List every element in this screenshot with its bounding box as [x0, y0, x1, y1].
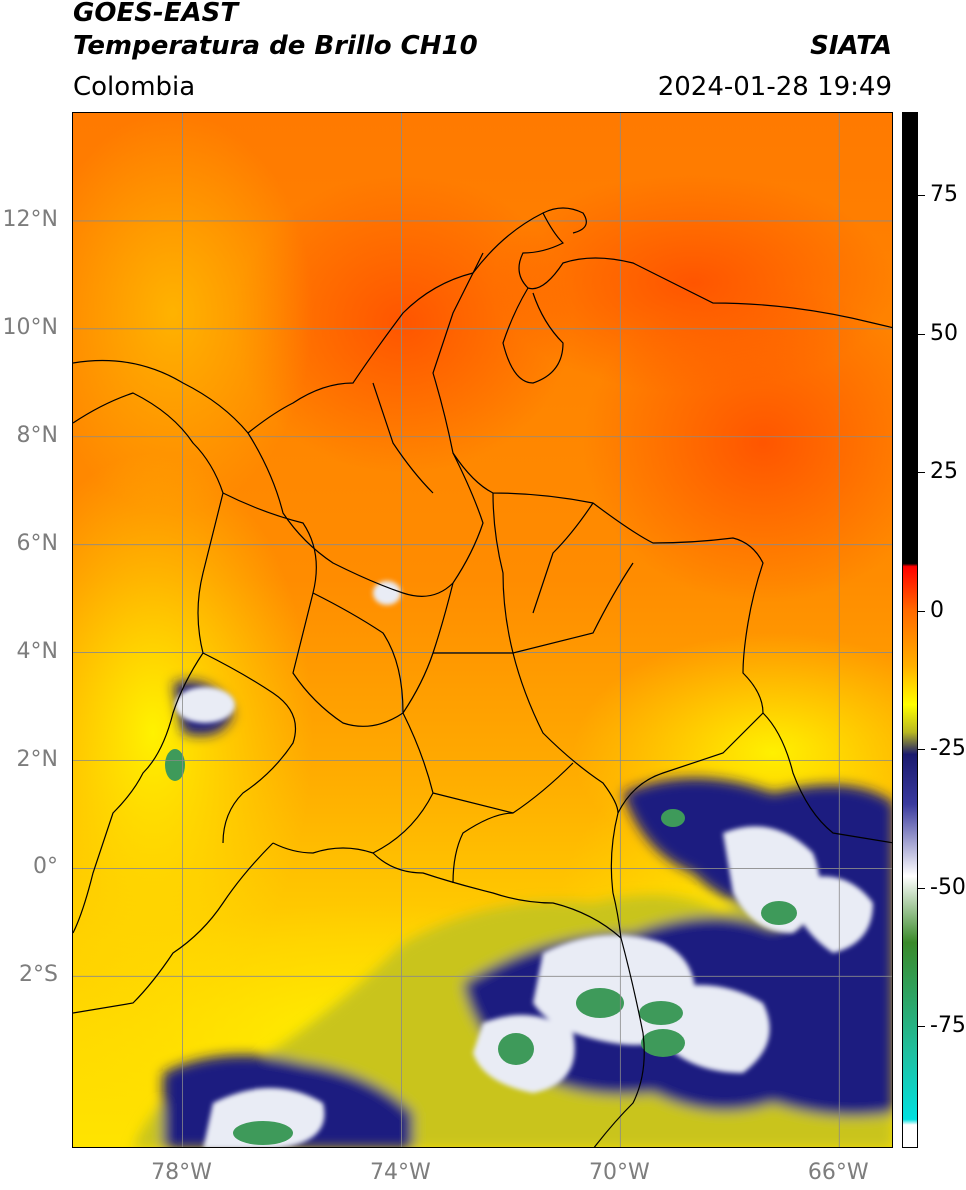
lat-label: 2°S	[19, 962, 58, 988]
guajira	[542, 207, 587, 234]
title-satellite: GOES-EAST	[73, 0, 239, 28]
border-col-ven	[432, 252, 764, 714]
title-product: Temperatura de Brillo CH10	[73, 31, 478, 61]
datetime-label: 2024-01-28 19:49	[657, 72, 892, 102]
lat-label: 12°N	[2, 206, 58, 232]
region-label: Colombia	[73, 72, 196, 102]
border-col-per	[272, 842, 622, 939]
lat-label: 8°N	[16, 422, 58, 448]
lon-label: 78°W	[151, 1160, 212, 1185]
dept-lines-5	[433, 562, 634, 654]
dept-lines-10	[532, 502, 594, 614]
graticule	[73, 113, 892, 1147]
border-ven-bra	[762, 712, 892, 844]
colorbar-tick-label: 75	[930, 182, 958, 208]
dept-lines-3	[202, 652, 297, 844]
coastline-north	[73, 212, 892, 434]
colorbar-tick-mark	[918, 1026, 925, 1028]
lat-label: 6°N	[16, 530, 58, 556]
lat-label: 2°N	[16, 746, 58, 772]
colorbar-tick-mark	[918, 887, 925, 889]
border-per-bra	[593, 937, 645, 1147]
dept-lines-8	[492, 492, 514, 654]
colorbar-tick-label: -25	[930, 736, 966, 762]
border-col-bra	[610, 712, 764, 939]
dept-lines-2	[222, 492, 454, 727]
lon-label: 66°W	[807, 1160, 869, 1185]
dept-lines-11	[312, 592, 404, 714]
colorbar-tick-mark	[918, 472, 925, 474]
lat-label: 4°N	[16, 638, 58, 664]
colorbar	[902, 112, 918, 1148]
dept-lines-1	[247, 432, 484, 597]
border-ecu-per	[73, 842, 274, 1014]
colorbar-tick-label: 0	[930, 597, 944, 623]
boundaries	[73, 207, 892, 1147]
lon-label: 74°W	[370, 1160, 431, 1185]
coastline-pacific	[73, 392, 224, 934]
agency-label: SIATA	[810, 31, 892, 61]
lon-label: 70°W	[588, 1160, 650, 1185]
dept-lines-9	[372, 382, 434, 494]
dept-lines-6	[512, 652, 619, 814]
colorbar-tick-mark	[918, 610, 925, 612]
colorbar-tick-label: 25	[930, 459, 958, 485]
dept-lines-12	[452, 812, 514, 884]
colorbar-tick-label: -50	[930, 874, 966, 900]
map-panel[interactable]	[72, 112, 893, 1148]
satellite-image	[73, 113, 892, 1147]
maracaibo-lake	[502, 287, 564, 384]
lat-label: 0°	[33, 854, 58, 880]
colorbar-tick-mark	[918, 195, 925, 197]
lat-label: 10°N	[2, 314, 58, 340]
colorbar-tick-mark	[918, 749, 925, 751]
colorbar-tick-label: 50	[930, 320, 958, 346]
colorbar-tick-label: -75	[930, 1013, 966, 1039]
colorbar-tick-mark	[918, 333, 925, 335]
